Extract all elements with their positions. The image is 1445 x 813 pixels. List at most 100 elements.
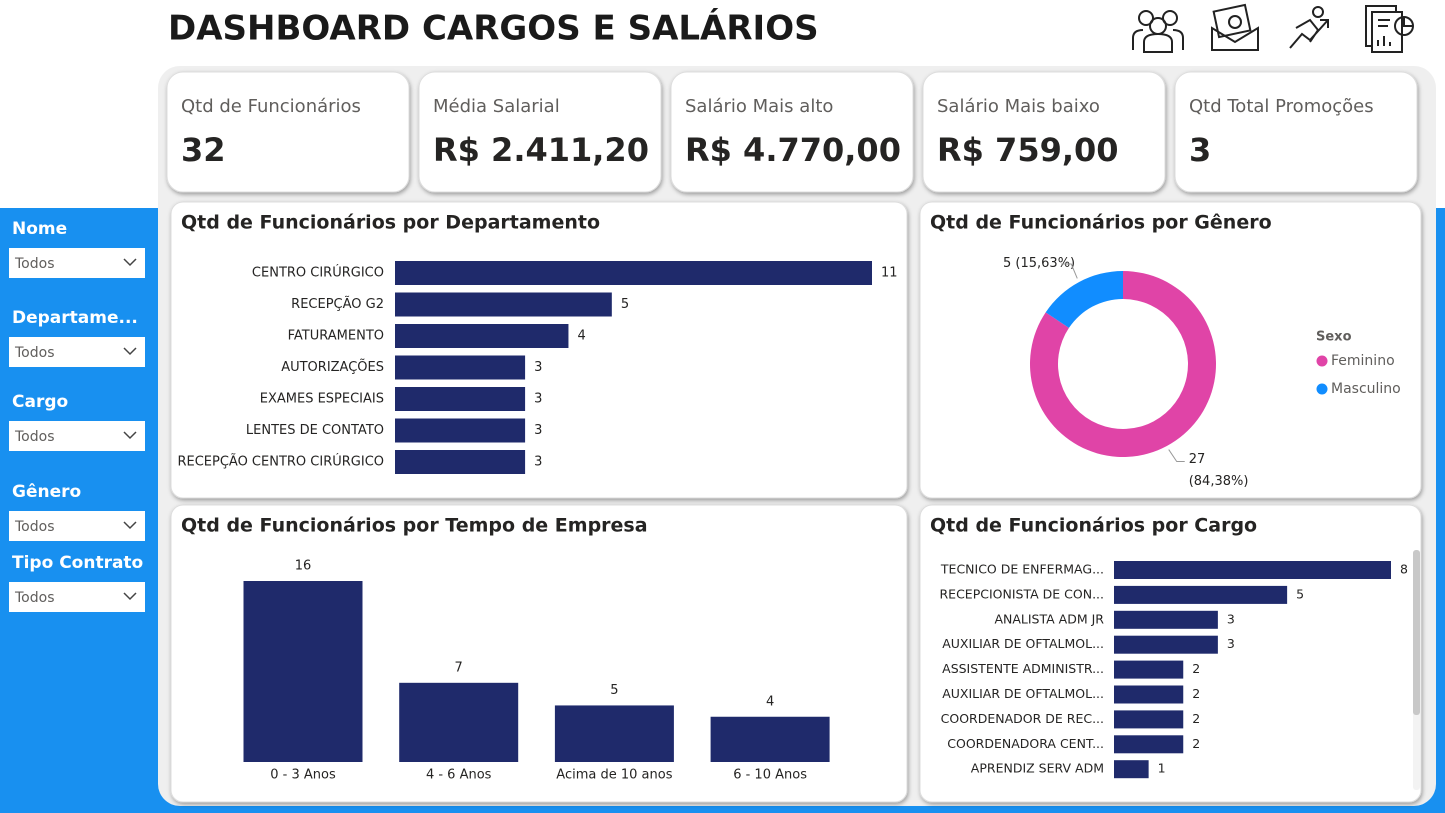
chart-title: Qtd de Funcionários por Cargo [930,515,1257,537]
legend-label: Feminino [1331,353,1395,369]
data-label: 11 [881,266,898,281]
bar [554,705,674,762]
report-icon [1365,5,1414,53]
bar [395,292,612,317]
data-label: 3 [534,392,542,407]
filter-dropdown[interactable] [9,337,145,367]
legend-label: Masculino [1331,381,1401,397]
category-label: 0 - 3 Anos [270,768,336,783]
filter-label: Departame... [12,308,138,328]
bar [1114,561,1391,579]
filter-dropdown[interactable] [9,511,145,541]
filter-value: Todos [14,429,54,445]
bar [1114,685,1184,704]
category-label: RECEPÇÃO G2 [291,296,384,312]
label-box: 27 (84,38%) [1188,451,1249,489]
data-label: 4 [766,694,774,709]
filter-label: Gênero [12,482,81,502]
bar [395,261,872,285]
donut-slice [1045,271,1123,328]
bar [395,387,526,411]
filter-label: Nome [12,219,67,239]
data-label: 3 [1227,611,1235,626]
dropdown-arrow [123,258,137,267]
filter-label: Cargo [12,392,68,412]
dropdown-arrow [123,347,137,356]
filter-value: Todos [14,345,54,361]
kpi-label: Salário Mais alto [685,96,833,117]
bar [395,450,526,474]
data-label: 1 [1158,761,1166,776]
bar [243,581,363,762]
kpi-label: Salário Mais baixo [937,96,1100,117]
filter-value: Todos [14,590,54,606]
kpi-card [418,71,662,193]
dropdown-arrow [123,431,137,440]
data-label: 5 [621,297,629,312]
team-icon [1132,10,1184,53]
category-label: APRENDIZ SERV ADM [971,761,1104,776]
data-label: 5 (15,63%) [1003,256,1076,271]
kpi-value: R$ 4.770,00 [685,131,901,169]
category-label: AUXILIAR DE OFTALMOL... [942,686,1104,701]
data-label: 16 [295,559,312,574]
category-label: EXAMES ESPECIAIS [260,392,384,407]
bar [1114,735,1184,754]
leader-line [1061,263,1078,279]
data-label: 2 [1192,686,1200,701]
growth-icon [1289,6,1329,49]
kpi-value: R$ 759,00 [937,131,1119,169]
legend-marker [1316,355,1328,367]
label-box: 5 (15,63%) [1003,256,1076,271]
kpi-label: Qtd Total Promoções [1189,96,1374,117]
category-label: AUXILIAR DE OFTALMOL... [942,636,1104,651]
category-label: ASSISTENTE ADMINISTR... [942,661,1104,676]
category-label: ANALISTA ADM JR [994,611,1104,626]
kpi-label: Média Salarial [433,96,560,117]
kpi-label: Qtd de Funcionários [181,96,361,117]
filter-dropdown[interactable] [9,582,145,612]
data-label: 2 [1192,661,1200,676]
scrollbar-thumb [1413,550,1420,715]
category-label: RECEPÇÃO CENTRO CIRÚRGICO [177,454,384,470]
money-icon [1211,3,1259,51]
category-label: Acima de 10 anos [556,768,672,783]
category-label: RECEPCIONISTA DE CON... [940,586,1105,601]
filter-dropdown[interactable] [9,248,145,278]
bar [1114,635,1218,654]
bar [399,682,519,762]
category-label: AUTORIZAÇÕES [281,359,384,375]
data-label: 5 [1296,586,1304,601]
category-label: FATURAMENTO [288,329,384,344]
data-label: 2 [1192,711,1200,726]
dropdown-arrow [123,592,137,601]
data-label: 3 [534,455,542,470]
kpi-card [166,71,410,193]
kpi-value: R$ 2.411,20 [433,131,649,169]
bar [395,355,526,380]
dropdown-arrow [123,521,137,530]
header-icons [1132,3,1414,53]
data-label: 3 [534,360,542,375]
data-label: 8 [1400,562,1408,577]
data-label: 3 [534,423,542,438]
chart-title: Qtd de Funcionários por Tempo de Empresa [181,515,648,537]
filter-value: Todos [14,519,54,535]
bar [395,418,526,443]
filter-label: Tipo Contrato [12,553,143,573]
bar [1114,660,1184,679]
kpi-value: 32 [181,131,226,169]
filter-value: Todos [14,256,54,272]
data-label: 2 [1192,736,1200,751]
category-label: 4 - 6 Anos [426,768,492,783]
filter-dropdown[interactable] [9,421,145,451]
category-label: COORDENADORA CENT... [947,736,1104,751]
data-label: 27 (84,38%) [1188,451,1249,489]
category-label: 6 - 10 Anos [733,768,807,783]
kpi-card [922,71,1166,193]
legend-marker [1316,383,1328,395]
data-label: 7 [455,660,463,675]
page-title: DASHBOARD CARGOS E SALÁRIOS [168,8,819,49]
bar [710,716,830,762]
bar [1114,585,1288,604]
